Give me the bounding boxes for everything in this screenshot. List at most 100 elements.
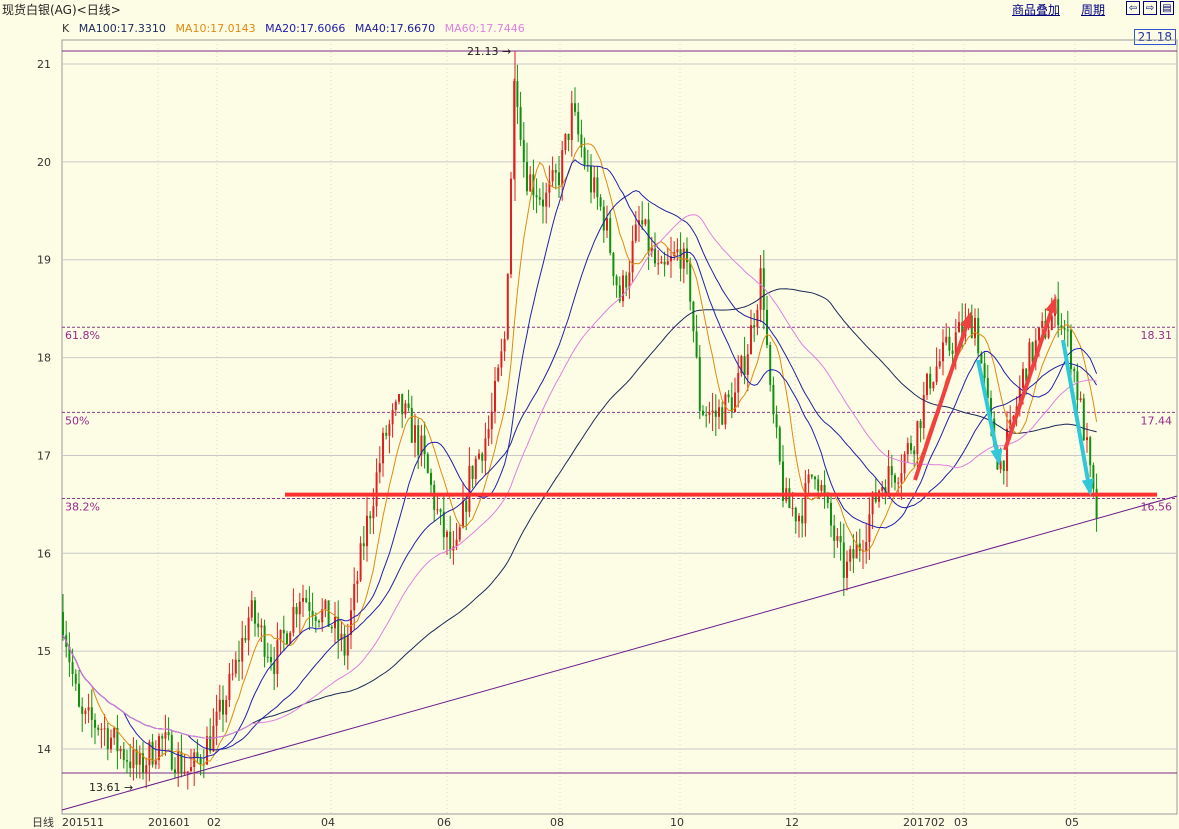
candle-body [1034, 340, 1037, 363]
candle-body [394, 401, 397, 410]
candle-body [474, 458, 477, 479]
candle-body [961, 322, 964, 337]
fib-price-label: 18.31 [1141, 329, 1173, 342]
arrow-right-icon[interactable]: ⇨ [1143, 1, 1157, 15]
x-tick-label: 06 [437, 816, 451, 829]
candle-body [622, 275, 624, 302]
fib-pct-label: 61.8% [65, 329, 100, 342]
candle-body [398, 394, 400, 402]
x-tick-label: 12 [785, 816, 799, 829]
candle-body [340, 633, 343, 641]
candle-body [1047, 329, 1050, 338]
candle-body [503, 338, 506, 352]
fib-pct-label: 50% [65, 414, 89, 427]
candle-body [218, 699, 221, 712]
candle-body [471, 465, 474, 479]
fib-pct-label: 38.2% [65, 500, 100, 513]
candle-body [737, 373, 740, 393]
candle-body [689, 262, 692, 302]
candle-body [183, 771, 186, 773]
candle-body [414, 425, 416, 443]
x-tick-label: 日线 [32, 815, 54, 829]
candle-body [657, 263, 660, 265]
k-label: K [62, 22, 70, 35]
candle-body [612, 252, 615, 277]
y-tick-label: 16 [37, 547, 51, 560]
candle-body [756, 309, 759, 328]
candle-body [583, 147, 586, 165]
candle-body [746, 354, 749, 375]
candle-body [1002, 460, 1005, 471]
candle-body [750, 325, 752, 355]
candle-body [228, 673, 231, 701]
plot-frame [61, 39, 1178, 815]
candle-body [574, 103, 576, 112]
candle-body [385, 432, 388, 436]
candle-body [410, 408, 413, 443]
candle-body [1060, 325, 1063, 329]
candle-body [442, 511, 445, 538]
candle-body [711, 410, 714, 413]
x-tick-label: 10 [670, 816, 684, 829]
candle-body [282, 629, 285, 634]
candle-body [311, 610, 314, 617]
y-tick-label: 18 [37, 352, 51, 365]
candle-body [164, 732, 167, 739]
x-tick-label: 04 [321, 816, 335, 829]
candle-body [238, 659, 240, 662]
candle-body [321, 609, 324, 623]
candle-body [718, 407, 720, 417]
candle-body [628, 272, 631, 288]
candle-body [1050, 315, 1053, 330]
candle-body [602, 206, 605, 231]
candle-body [730, 397, 733, 413]
candle-body [305, 598, 308, 603]
candle-body [1031, 342, 1034, 363]
candle-body [618, 285, 621, 302]
candle-body [567, 133, 570, 140]
arrow-left-icon[interactable]: ⇦ [1126, 1, 1140, 15]
candle-body [788, 488, 791, 508]
candle-body [420, 435, 423, 455]
candle-body [330, 626, 333, 629]
candle-body [708, 412, 711, 416]
candle-body [468, 465, 471, 512]
candle-body [1025, 368, 1028, 382]
candle-body [286, 633, 288, 644]
candle-body [990, 398, 992, 419]
candle-body [855, 543, 858, 559]
period-button[interactable]: 周期 [1081, 3, 1106, 17]
candle-body [382, 432, 384, 464]
candle-body [775, 414, 778, 428]
header-bar: 现货白银(AG)<日线> 商品叠加 周期 ⇦ ⇨ ▤ [0, 0, 1179, 18]
candle-body [276, 640, 279, 674]
candle-body [1022, 368, 1024, 388]
candle-body [542, 199, 544, 207]
window-icon[interactable]: ▤ [1160, 1, 1174, 15]
fib-price-label: 16.56 [1141, 500, 1173, 513]
candle-body [570, 103, 573, 140]
overlay-button[interactable]: 商品叠加 [1012, 3, 1061, 17]
candle-body [1018, 387, 1021, 407]
candle-body [318, 620, 320, 623]
x-tick-label: 201511 [62, 816, 104, 829]
y-tick-label: 20 [37, 156, 51, 169]
candle-body [222, 699, 224, 715]
x-tick-label: 08 [550, 816, 564, 829]
candle-body [974, 317, 976, 339]
candle-body [535, 195, 538, 198]
candle-body [938, 361, 941, 367]
candle-body [62, 612, 64, 636]
y-tick-label: 19 [37, 254, 51, 267]
candle-body [894, 475, 896, 483]
candle-body [1012, 416, 1015, 420]
candle-body [538, 197, 541, 200]
candle-body [254, 600, 256, 624]
candle-body [1086, 437, 1088, 441]
candle-body [759, 268, 762, 310]
candle-body [449, 531, 452, 551]
fib-price-label: 17.44 [1141, 414, 1173, 427]
candle-body [74, 673, 77, 684]
candle-body [666, 261, 669, 265]
